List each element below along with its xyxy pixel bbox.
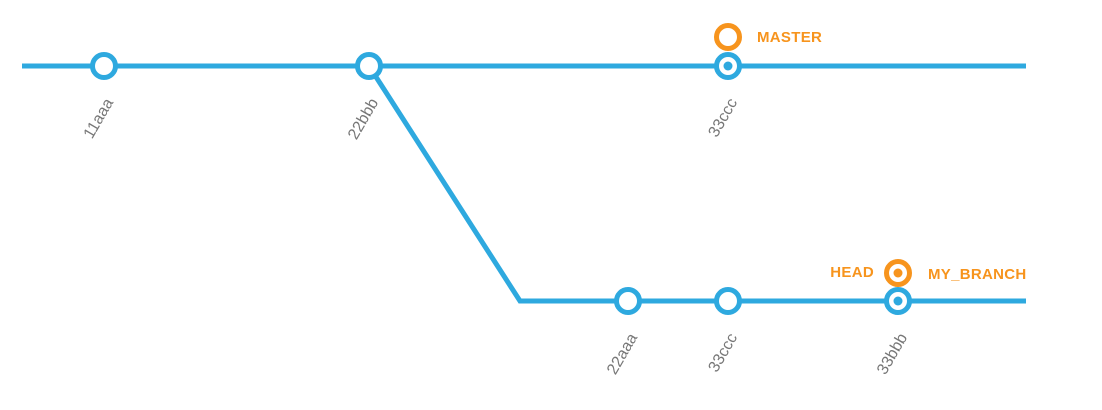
commit-label: 33ccc (705, 331, 741, 376)
head-pointer-dot (893, 268, 903, 278)
ref-marker-icon (714, 23, 742, 51)
commit-circle (614, 287, 642, 315)
commit-circle (355, 52, 383, 80)
commit-label: 33ccc (705, 96, 741, 141)
commit-label: 22bbb (345, 96, 382, 143)
commit-label: 11aaa (81, 96, 117, 142)
commit-current-dot (723, 61, 733, 71)
master-ref-label: MASTER (757, 29, 822, 46)
commit-circle (90, 52, 118, 80)
master-ref[interactable]: MASTER (714, 23, 823, 51)
my-branch-line (366, 64, 1026, 304)
head-label: HEAD (830, 264, 874, 281)
my-branch-ref-label: MY_BRANCH (928, 266, 1027, 283)
my-branch-ref[interactable]: HEAD MY_BRANCH (830, 259, 1027, 287)
commit-circle (714, 287, 742, 315)
commit-current-dot (893, 296, 903, 306)
commit-label: 22aaa (604, 331, 641, 378)
commit-label: 33bbb (874, 331, 911, 378)
